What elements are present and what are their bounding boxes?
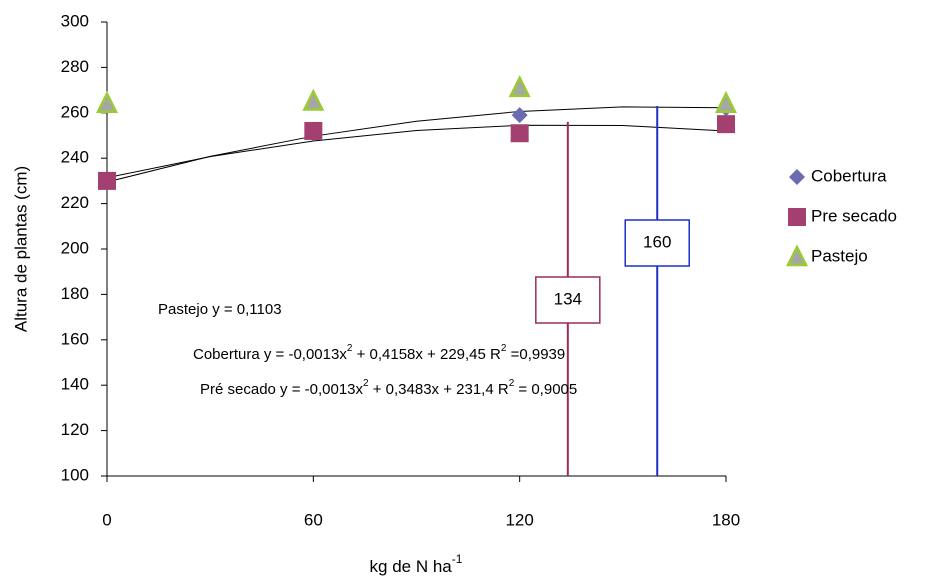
y-tick-label: 200 <box>61 238 89 257</box>
y-tick-label: 300 <box>61 11 89 30</box>
equation-sup: 2 <box>363 378 369 389</box>
equation-text: Cobertura y = -0,0013x <box>193 346 347 363</box>
y-tick-label: 100 <box>61 465 89 484</box>
marker-triangle <box>95 90 119 113</box>
equation-text: + 0,3483x + 231,4 R <box>369 381 509 398</box>
equation-sup: 2 <box>509 378 515 389</box>
trendline <box>106 106 727 183</box>
y-tick-label: 120 <box>61 420 89 439</box>
y-tick-label: 260 <box>61 102 89 121</box>
equation: Pré secado y = -0,0013x2 + 0,3483x + 231… <box>200 378 577 398</box>
y-tick-label: 160 <box>61 329 89 348</box>
equation: Pastejo y = 0,1103 <box>158 301 282 318</box>
legend-label: Pre secado <box>811 206 897 225</box>
marker-triangle <box>714 90 738 113</box>
x-tick-label: 60 <box>304 510 323 529</box>
reference-label: 134 <box>554 289 582 308</box>
x-axis-label-sup: -1 <box>452 552 463 566</box>
x-tick-label: 180 <box>712 510 740 529</box>
x-tick-label: 120 <box>505 510 533 529</box>
equation-text: Pré secado y = -0,0013x <box>200 381 364 398</box>
marker-diamond <box>511 107 528 124</box>
equation-sup: 2 <box>347 343 353 354</box>
equation-text: + 0,4158x + 229,45 R <box>352 346 501 363</box>
x-tick-label: 0 <box>102 510 111 529</box>
y-tick-label: 220 <box>61 193 89 212</box>
marker-square <box>98 171 116 190</box>
legend-marker <box>785 244 809 267</box>
marker-square <box>304 121 323 140</box>
legend-marker <box>788 208 806 226</box>
legend-label: Pastejo <box>811 246 868 265</box>
x-axis-label-text: kg de N ha <box>370 557 453 576</box>
marker-triangle <box>508 75 531 98</box>
equation-text: =0,9939 <box>506 346 565 363</box>
marker-square <box>717 115 735 134</box>
y-axis-label: Altura de plantas (cm) <box>11 166 30 332</box>
y-tick-label: 280 <box>61 57 89 76</box>
equation: Cobertura y = -0,0013x2 + 0,4158x + 229,… <box>193 343 565 363</box>
equation-sup: 2 <box>501 343 507 354</box>
legend-label: Cobertura <box>811 166 887 185</box>
equation-text: Pastejo y = 0,1103 <box>158 301 282 318</box>
reference-label: 160 <box>643 232 671 251</box>
reference-label-box <box>624 219 690 267</box>
marker-triangle <box>302 88 325 111</box>
y-tick-label: 240 <box>61 148 89 167</box>
marker-square <box>510 124 529 143</box>
y-tick-label: 180 <box>61 284 89 303</box>
reference-label-box <box>535 276 601 324</box>
y-tick-label: 140 <box>61 375 89 394</box>
trendline <box>106 124 727 179</box>
equation-text: = 0,9005 <box>514 381 577 398</box>
x-axis-label: kg de N ha-1 <box>370 552 463 576</box>
legend-marker <box>789 169 805 185</box>
